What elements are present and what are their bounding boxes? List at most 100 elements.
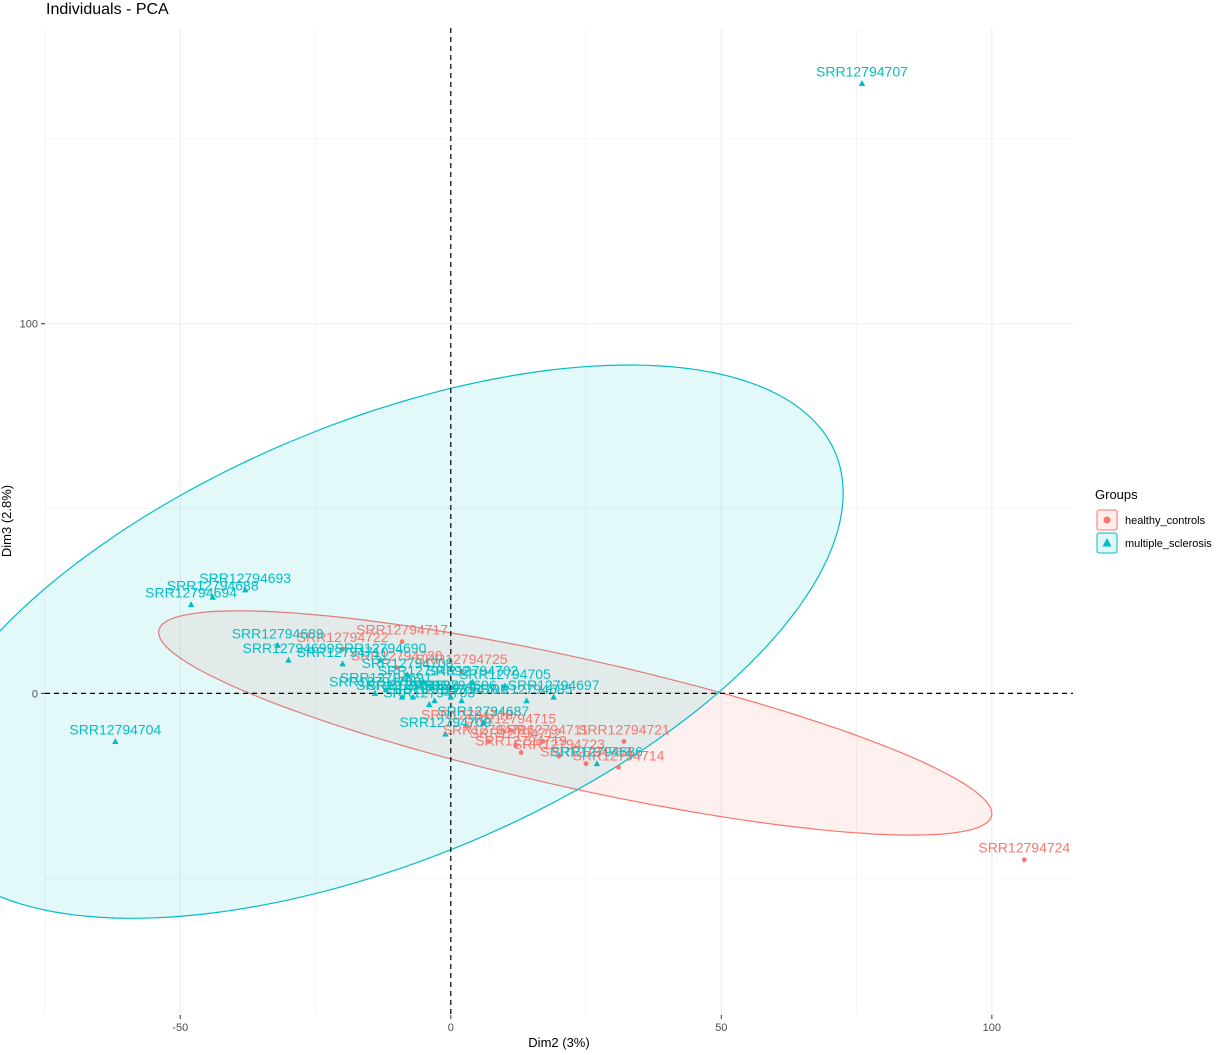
point-label: SRR12794716 [443, 721, 535, 737]
data-points [112, 79, 1027, 863]
point-label: SRR12794723 [513, 736, 605, 752]
point-label: SRR12794692 [378, 662, 470, 678]
ellipse-multiple_sclerosis [0, 364, 844, 919]
point-SRR12794716 [486, 739, 492, 744]
point-label: SRR12794725 [416, 651, 508, 667]
point-label: SRR12794697 [508, 677, 600, 693]
x-tick-label: 50 [715, 1022, 727, 1034]
point-label: SRR12794720 [351, 648, 443, 664]
point-label: SRR12794712 [470, 725, 562, 741]
point-label: SRR12794714 [573, 747, 665, 763]
point-SRR12794701 [458, 697, 465, 704]
point-label: SRR12794691 [340, 670, 432, 686]
x-tick-label: -50 [172, 1022, 188, 1034]
point-SRR12794725 [459, 668, 465, 674]
y-tick-label: 100 [20, 319, 38, 331]
point-SRR12794698 [409, 693, 417, 700]
point-label: SRR12794695 [356, 677, 448, 693]
legend-label-healthy_controls: healthy_controls [1125, 515, 1206, 527]
point-SRR12794689 [274, 641, 281, 648]
point-SRR12794717 [399, 639, 405, 645]
point-label: SRR12794705 [459, 666, 551, 682]
y-axis-title: Dim3 (2.8%) [0, 485, 14, 557]
point-SRR12794703 [425, 700, 433, 707]
point-SRR12794692 [420, 678, 427, 685]
point-label: SRR12794709 [399, 714, 491, 730]
x-tick-label: 100 [983, 1022, 1001, 1034]
point-label: SRR12794717 [356, 622, 448, 638]
point-labels: SRR12794724SRR12794717SRR12794722SRR1279… [69, 63, 1070, 855]
point-SRR12794695 [398, 693, 406, 700]
point-label: SRR12794706 [389, 681, 481, 697]
point-SRR12794702 [469, 678, 476, 685]
point-label: SRR12794686 [551, 744, 643, 760]
point-label: SRR12794722 [297, 629, 389, 645]
point-SRR12794697 [550, 693, 557, 700]
point-SRR12794720 [394, 665, 400, 670]
point-SRR12794712 [513, 742, 519, 748]
point-label: SRR12794689 [232, 625, 324, 641]
point-label: SRR12794724 [978, 840, 1070, 856]
point-SRR12794694 [187, 601, 195, 608]
y-tick-label: 0 [32, 688, 38, 700]
point-SRR12794687 [480, 719, 487, 726]
point-label: SRR12794703 [383, 684, 475, 700]
point-SRR12794724 [1021, 857, 1027, 863]
point-label: SRR12794699 [243, 640, 335, 656]
point-SRR12794723 [556, 753, 562, 759]
legend-marker-healthy_controls [1103, 516, 1111, 524]
point-label: SRR12794701 [416, 681, 508, 697]
point-SRR12794685 [523, 697, 530, 704]
reference-lines [45, 28, 1073, 1015]
point-SRR12794710 [339, 660, 346, 667]
point-label: SRR12794707 [816, 63, 908, 79]
point-SRR12794704 [112, 737, 119, 744]
point-SRR12794715 [507, 727, 513, 733]
point-SRR12794706 [431, 697, 438, 704]
point-label: SRR12794715 [464, 710, 556, 726]
legend: Groups healthy_controls multiple_sclerosi… [1095, 487, 1212, 554]
point-label: SRR12794700 [329, 673, 421, 689]
point-label: SRR12794690 [335, 640, 427, 656]
point-label: SRR12794708 [362, 655, 454, 671]
point-label: SRR12794719 [475, 733, 567, 749]
point-label: SRR12794698 [367, 677, 459, 693]
point-label: SRR12794704 [69, 721, 161, 737]
point-SRR12794691 [382, 686, 390, 693]
point-label: SRR12794694 [145, 585, 237, 601]
point-SRR12794705 [501, 682, 509, 689]
point-label: SRR12794702 [427, 662, 519, 678]
x-axis-title: Dim2 (3%) [528, 1035, 589, 1050]
point-label: SRR12794721 [578, 721, 670, 737]
legend-title: Groups [1095, 487, 1138, 502]
point-label: SRR12794718 [421, 707, 513, 723]
point-label: SRR12794710 [297, 644, 389, 660]
point-label: SRR12794685 [481, 681, 573, 697]
x-tick-label: 0 [448, 1022, 454, 1034]
point-SRR12794714 [616, 764, 621, 770]
legend-marker-multiple_sclerosis [1102, 538, 1112, 547]
point-SRR12794686 [593, 760, 601, 767]
point-label: SRR12794711 [497, 721, 588, 737]
chart-title: Individuals - PCA [46, 1, 169, 18]
point-label: SRR12794696 [405, 677, 497, 693]
point-SRR12794693 [241, 586, 249, 593]
point-label: SRR12794713 [540, 744, 632, 760]
point-SRR12794721 [621, 739, 627, 744]
point-label: SRR12794687 [437, 703, 529, 719]
point-SRR12794713 [583, 761, 589, 767]
point-label: SRR12794688 [167, 577, 259, 593]
ellipse-healthy_controls [157, 610, 993, 836]
point-SRR12794688 [209, 593, 216, 600]
point-SRR12794709 [442, 730, 449, 737]
point-SRR12794690 [377, 656, 384, 663]
point-SRR12794696 [447, 693, 454, 700]
point-SRR12794722 [340, 646, 345, 652]
legend-label-multiple_sclerosis: multiple_sclerosis [1125, 538, 1212, 550]
point-SRR12794699 [285, 656, 292, 663]
point-label: SRR12794693 [199, 570, 291, 586]
point-SRR12794708 [404, 671, 411, 678]
point-SRR12794707 [858, 79, 866, 86]
point-SRR12794700 [371, 689, 379, 696]
point-SRR12794718 [464, 724, 470, 730]
